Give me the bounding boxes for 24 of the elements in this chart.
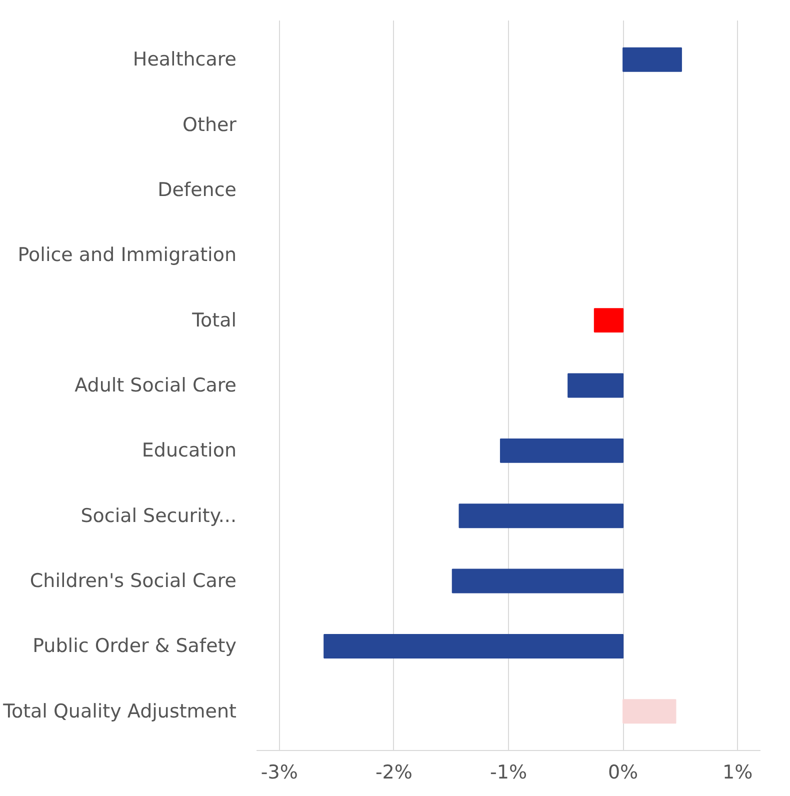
bar: [500, 438, 624, 463]
x-tick-label: -3%: [260, 762, 298, 784]
bar: [458, 504, 624, 528]
bar: [568, 373, 624, 398]
x-tick-label: 0%: [608, 762, 638, 784]
y-tick-label: Police and Immigration: [18, 244, 236, 266]
y-tick-label: Total: [191, 309, 236, 332]
y-tick-label: Defence: [158, 178, 237, 201]
y-tick-label: Education: [142, 440, 236, 462]
bar: [622, 47, 682, 72]
bar: [452, 568, 624, 594]
bar: [622, 699, 676, 724]
y-tick-label: Public Order & Safety: [32, 635, 237, 658]
y-tick-label: Other: [182, 114, 237, 136]
bar: [594, 308, 624, 333]
y-tick-label: Healthcare: [132, 48, 237, 71]
x-tick-label: 1%: [722, 762, 753, 784]
y-tick-label: Children's Social Care: [30, 570, 237, 592]
bar: [324, 634, 624, 658]
y-tick-label: Adult Social Care: [74, 374, 237, 396]
x-tick-label: -1%: [490, 762, 527, 784]
x-tick-label: -2%: [375, 762, 412, 784]
y-tick-label: Total Quality Adjustment: [2, 700, 237, 722]
y-tick-label: Social Security...: [80, 504, 237, 527]
